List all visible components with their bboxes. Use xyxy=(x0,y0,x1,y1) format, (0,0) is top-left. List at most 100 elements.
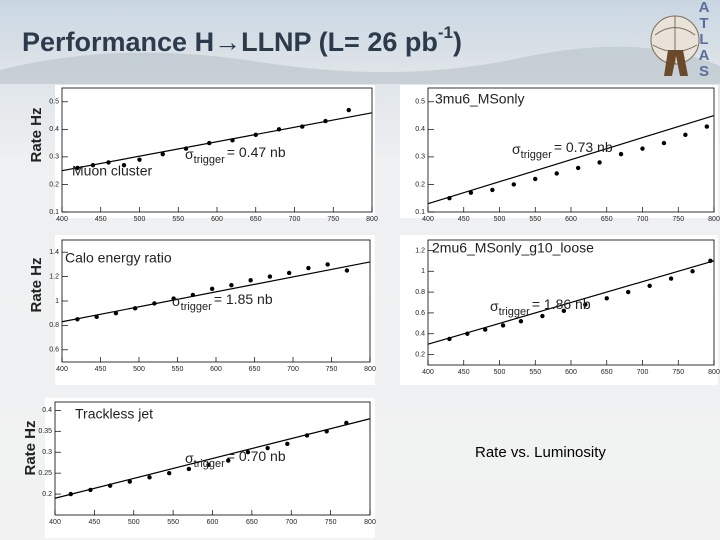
data-point xyxy=(207,140,212,146)
y-tick-label: 1.4 xyxy=(49,249,59,256)
sigma-symbol: σ xyxy=(512,141,521,157)
data-point xyxy=(597,160,602,165)
x-tick-label: 400 xyxy=(422,216,434,223)
sigma-value: = 1.86 nb xyxy=(532,296,591,312)
data-point xyxy=(286,270,292,276)
y-tick-label: 0.8 xyxy=(49,322,59,329)
sigma-value: = 0.70 nb xyxy=(227,448,286,464)
data-point xyxy=(113,311,119,316)
y-tick-label: 0.2 xyxy=(415,351,425,358)
data-point xyxy=(447,196,452,201)
data-point xyxy=(190,292,196,298)
data-point xyxy=(533,176,538,182)
data-point xyxy=(500,323,506,328)
title-main: Performance H→LLNP (L= 26 pb xyxy=(22,27,438,57)
y-tick-label: 0.4 xyxy=(49,126,59,133)
y-tick-label: 0.1 xyxy=(49,209,59,216)
data-point xyxy=(166,470,172,476)
x-tick-label: 450 xyxy=(458,369,470,376)
x-tick-label: 500 xyxy=(494,369,506,376)
x-tick-label: 600 xyxy=(210,366,222,373)
x-tick-label: 650 xyxy=(601,216,613,223)
data-point xyxy=(344,268,350,273)
x-tick-label: 500 xyxy=(133,366,145,373)
data-point xyxy=(183,146,189,151)
sigma-subscript: trigger xyxy=(194,458,226,470)
x-tick-label: 550 xyxy=(529,216,541,223)
rate-label: Rate Hz xyxy=(28,257,45,312)
panel-label: 2mu6_MSonly_g10_loose xyxy=(432,240,594,256)
data-point xyxy=(640,146,645,151)
y-tick-label: 1.2 xyxy=(415,247,425,254)
data-point xyxy=(94,314,99,320)
fit-line xyxy=(61,112,373,172)
data-point xyxy=(226,458,231,463)
sigma-value: = 1.85 nb xyxy=(214,291,273,307)
data-point xyxy=(647,283,652,289)
data-point xyxy=(690,269,695,274)
data-point xyxy=(325,262,330,267)
data-point xyxy=(304,433,310,438)
x-tick-label: 450 xyxy=(89,519,101,526)
rate-label: Rate Hz xyxy=(28,107,45,162)
x-tick-label: 550 xyxy=(172,366,184,373)
panel-background xyxy=(400,235,718,385)
x-tick-label: 800 xyxy=(366,216,378,223)
plot-panel: 400 450 500 550 600 650 700 750 800 0.1 0.2 0.3 0.4 0… xyxy=(49,85,378,223)
data-point xyxy=(626,289,631,295)
data-point xyxy=(229,282,234,288)
plot-panel: 400 450 500 550 600 650 700 750 800 0.6 0.8 1 1.2 1.4… xyxy=(49,235,376,385)
x-tick-label: 600 xyxy=(207,519,219,526)
x-tick-label: 700 xyxy=(637,216,649,223)
x-tick-label: 400 xyxy=(422,369,434,376)
logo-letter: T xyxy=(699,15,708,32)
data-point xyxy=(511,182,516,187)
y-tick-label: 0.8 xyxy=(415,289,425,296)
sigma-annotation: σtrigger= 0.73 nb xyxy=(512,139,613,161)
data-point xyxy=(107,483,113,488)
x-tick-label: 650 xyxy=(250,216,262,223)
y-tick-label: 1 xyxy=(421,268,425,275)
data-point xyxy=(253,132,258,138)
data-point xyxy=(245,450,251,455)
data-point xyxy=(490,187,495,193)
panel-label: 3mu6_MSonly xyxy=(435,91,525,107)
data-point xyxy=(137,157,142,162)
data-point xyxy=(518,319,524,324)
data-point xyxy=(323,118,328,124)
y-tick-label: 1.2 xyxy=(49,273,59,280)
y-tick-label: 0.6 xyxy=(415,310,425,317)
sigma-symbol: σ xyxy=(172,293,181,309)
data-point xyxy=(668,276,674,281)
panel-label: Calo energy ratio xyxy=(65,250,172,266)
sigma-value: = 0.73 nb xyxy=(554,139,613,155)
data-point xyxy=(152,301,157,306)
fit-line xyxy=(427,114,715,205)
data-point xyxy=(344,420,349,426)
y-tick-label: 1 xyxy=(55,298,59,305)
x-tick-label: 400 xyxy=(56,366,68,373)
x-tick-label: 650 xyxy=(249,366,261,373)
data-point xyxy=(306,265,311,271)
data-point xyxy=(75,165,80,171)
x-tick-label: 550 xyxy=(167,519,179,526)
data-point xyxy=(575,165,581,171)
caption: Rate vs. Luminosity xyxy=(475,444,606,461)
x-tick-label: 600 xyxy=(565,216,577,223)
data-point xyxy=(300,124,305,129)
data-point xyxy=(708,258,713,264)
data-point xyxy=(90,162,96,168)
data-point xyxy=(171,296,176,301)
x-tick-label: 600 xyxy=(211,216,223,223)
data-point xyxy=(132,306,138,311)
x-tick-label: 550 xyxy=(529,369,541,376)
x-tick-label: 800 xyxy=(364,366,376,373)
sigma-subscript: trigger xyxy=(194,154,226,166)
x-tick-label: 700 xyxy=(637,369,649,376)
data-point xyxy=(160,151,165,157)
data-point xyxy=(267,274,273,279)
sigma-annotation: σtrigger= 0.47 nb xyxy=(185,144,286,166)
y-tick-label: 0.6 xyxy=(49,347,59,354)
data-point xyxy=(248,278,253,283)
